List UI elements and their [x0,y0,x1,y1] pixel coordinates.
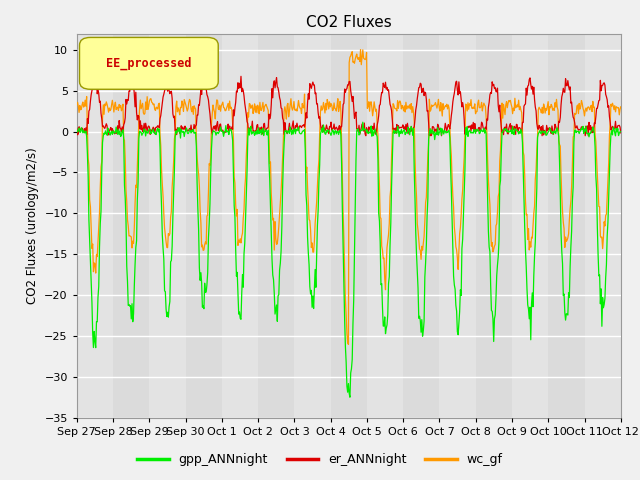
Bar [77,34,113,418]
Bar [512,34,548,418]
Bar [403,34,440,418]
Bar [548,34,584,418]
Bar [113,34,149,418]
Legend: gpp_ANNnight, er_ANNnight, wc_gf: gpp_ANNnight, er_ANNnight, wc_gf [132,448,508,471]
Bar [222,34,258,418]
Bar [294,34,331,418]
Bar [367,34,403,418]
Y-axis label: CO2 Fluxes (urology/m2/s): CO2 Fluxes (urology/m2/s) [26,147,38,304]
FancyBboxPatch shape [79,37,218,89]
Bar [331,34,367,418]
Bar [440,34,476,418]
Bar [258,34,294,418]
Text: EE_processed: EE_processed [106,57,191,70]
Bar [584,34,621,418]
Title: CO2 Fluxes: CO2 Fluxes [306,15,392,30]
Bar [476,34,512,418]
Bar [149,34,186,418]
Bar [186,34,222,418]
